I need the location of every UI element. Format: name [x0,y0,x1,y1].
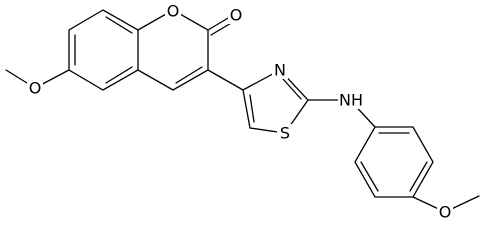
atom-label: O [230,6,243,25]
double-bond [105,66,133,84]
atom-label: O [439,203,452,222]
double-bond [360,161,379,192]
aniline-ring [354,126,434,198]
atom-label: N [274,61,286,80]
benzene-ring [68,9,139,91]
double-bond [282,78,302,100]
bonds [5,9,480,213]
label-bg [27,79,43,97]
atom-label: S [280,124,290,143]
pyranone-ring [137,9,209,91]
double-bond [249,94,255,123]
atom-label: O [167,2,180,21]
label-bg [338,91,364,109]
atom-label: O [29,79,42,98]
double-bond [409,161,428,192]
double-bond [105,16,133,34]
label-bg [165,2,181,20]
bond [207,69,244,91]
label-bg [437,203,453,221]
label-bg [277,124,293,142]
label-bg [228,6,244,24]
label-bg [272,61,288,79]
double-bond [175,66,203,84]
atom-label: NH [339,91,363,110]
atom-labels: O O O N S NH O [27,2,453,222]
